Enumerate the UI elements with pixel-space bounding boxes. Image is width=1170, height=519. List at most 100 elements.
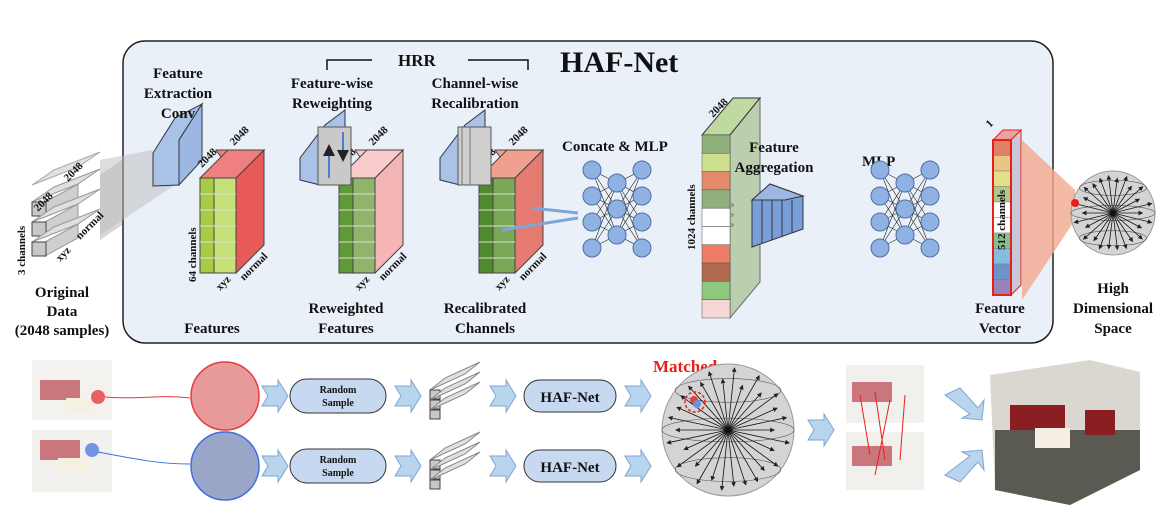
side-face <box>1010 128 1022 297</box>
channel-cell <box>429 479 441 490</box>
ellipsis-dot <box>730 223 734 227</box>
vector-arrow <box>1112 212 1143 240</box>
connection <box>591 182 618 249</box>
neuron <box>632 186 652 206</box>
channel-segment <box>701 189 731 209</box>
vector-arrow <box>710 429 729 481</box>
high-dimensional-sphere <box>1070 170 1156 256</box>
vector-arrow <box>708 371 729 431</box>
vector-arrow <box>720 378 729 431</box>
channel-segment <box>701 226 731 246</box>
vector-arrow <box>696 429 729 485</box>
neuron <box>582 160 602 180</box>
vector-arrow <box>727 367 737 431</box>
vector-arrow <box>1099 177 1114 214</box>
svg-text:Aggregation: Aggregation <box>735 160 815 176</box>
vector-cell <box>992 170 1012 187</box>
random-sample-label: Random <box>320 385 357 396</box>
recalibrated-label: Recalibrated Channels <box>444 301 527 337</box>
latitude <box>674 457 782 482</box>
vector-arrow <box>1106 212 1114 250</box>
vector-arrow <box>727 429 775 452</box>
point-cloud-slab <box>429 451 481 481</box>
neuron <box>870 160 890 180</box>
svg-text:Data: Data <box>47 304 78 320</box>
concatenated-feature-block <box>700 96 762 320</box>
vector-cell <box>992 155 1012 172</box>
vector-arrow <box>694 429 729 467</box>
blue-link <box>97 451 191 465</box>
vector-arrow <box>1112 202 1153 214</box>
vector-arrow <box>1112 185 1132 214</box>
vector-arrow <box>667 415 729 431</box>
vector-arrow <box>727 375 760 431</box>
red-link <box>104 396 191 399</box>
channel-cell <box>31 221 47 237</box>
svg-text:Vector: Vector <box>979 321 1021 337</box>
svg-text:Original: Original <box>35 285 89 301</box>
embedded-point <box>1071 199 1079 207</box>
vector-arrow <box>1106 174 1114 214</box>
neuron <box>632 160 652 180</box>
vector-outline <box>992 139 1012 296</box>
channel-segment <box>701 262 731 282</box>
point-cloud-slab <box>429 441 481 471</box>
random-sample-pill <box>289 448 387 484</box>
concat-mlp-label: Concate & MLP <box>562 139 668 155</box>
haf-net-pill <box>523 449 617 483</box>
vector-arrow <box>1112 175 1128 214</box>
channel-segment <box>701 134 731 154</box>
vector-arrow <box>676 406 729 431</box>
vector-arrow <box>727 429 779 467</box>
vector-arrow <box>1084 212 1114 228</box>
svg-text:Feature: Feature <box>749 140 799 156</box>
svg-text:(2048 samples): (2048 samples) <box>15 323 110 339</box>
channel-segment <box>701 153 731 172</box>
scene-image-2 <box>32 430 112 492</box>
vector-arrow <box>666 429 729 445</box>
feature-wise-label: Feature-wise Reweighting <box>291 76 374 112</box>
connection <box>616 169 643 236</box>
channel-segment <box>701 207 731 227</box>
matched-scene-pair <box>846 365 924 490</box>
c1024-dim: 1024 channels <box>686 184 698 250</box>
vector-arrow <box>727 429 759 483</box>
reweighted-label: Reweighted Features <box>309 301 385 337</box>
vector-arrow <box>1112 212 1143 229</box>
vector-arrow <box>727 393 779 431</box>
ellipsis-dot <box>730 213 734 217</box>
flow-arrow-icon <box>624 378 652 414</box>
flow-arrow-icon <box>624 448 652 484</box>
c512-dim: 512 channels <box>996 189 1008 250</box>
svg-text:Channel-wise: Channel-wise <box>432 76 519 92</box>
vector-arrow <box>1112 212 1134 243</box>
latitude <box>1079 179 1147 196</box>
panel-title: HAF-Net <box>560 46 678 79</box>
neuron <box>582 212 602 232</box>
connection <box>879 182 906 249</box>
feature-extraction-label: Feature Extraction Conv <box>144 66 213 122</box>
blue-patch <box>190 431 260 501</box>
flow-arrow-icon <box>394 378 422 414</box>
vector-arrow <box>727 392 762 431</box>
vector-arrow <box>1112 212 1128 250</box>
vector-arrow <box>1092 183 1114 214</box>
vector-arrow <box>727 407 778 431</box>
neuron <box>895 173 915 193</box>
neuron <box>920 212 940 232</box>
svg-text:Space: Space <box>1094 321 1132 337</box>
latitude <box>674 378 782 403</box>
channel-wise-label: Channel-wise Recalibration <box>431 76 519 112</box>
random-sample-pill <box>289 378 387 414</box>
flow-arrow-icon <box>807 412 835 448</box>
vector-arrow <box>1073 212 1114 224</box>
hrr-label: HRR <box>398 51 437 70</box>
neuron <box>632 238 652 258</box>
vector-arrow <box>1093 212 1114 242</box>
neuron <box>920 160 940 180</box>
vector-arrow <box>719 429 729 491</box>
latitude <box>1070 205 1156 221</box>
svg-text:Conv: Conv <box>161 106 196 122</box>
